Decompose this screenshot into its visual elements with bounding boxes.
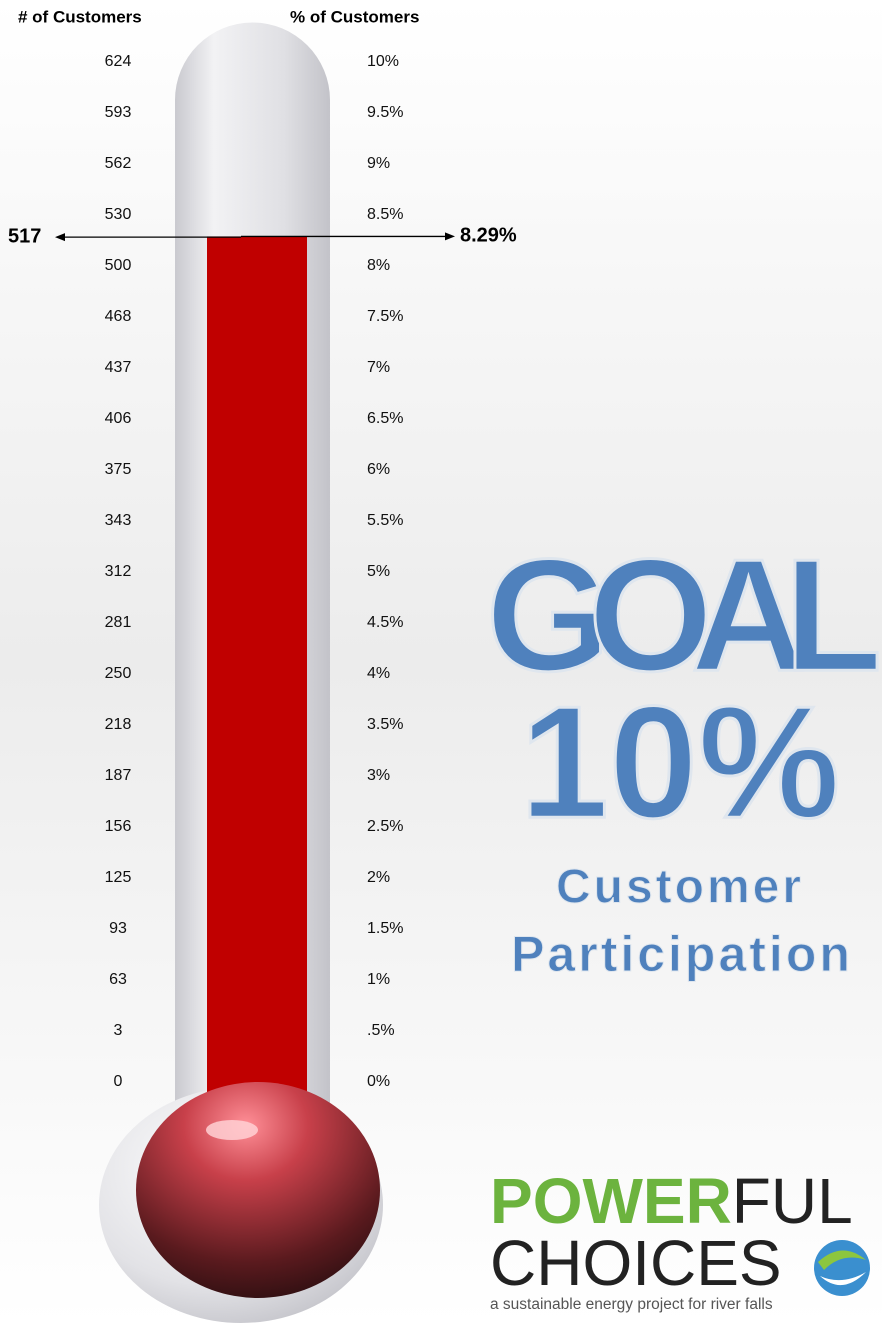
- y-tick-label: 6.5%: [367, 410, 403, 427]
- y2-tick-label: 125: [105, 869, 132, 886]
- y-tick-label: 5.5%: [367, 512, 403, 529]
- y2-axis-title: # of Customers: [18, 7, 142, 26]
- bulb: [136, 1082, 380, 1298]
- y2-tick-label: 624: [105, 53, 132, 70]
- y-tick-label: 2.5%: [367, 818, 403, 835]
- logo-choices: CHOICES: [490, 1227, 782, 1299]
- y-tick-label: 1.5%: [367, 920, 403, 937]
- value-label: 8.29%: [460, 225, 517, 247]
- y-tick-label: 3.5%: [367, 716, 403, 733]
- y-tick-label: 2%: [367, 869, 390, 886]
- count-label: 517: [8, 225, 41, 247]
- y2-tick-label: 530: [105, 206, 132, 223]
- y-tick-label: 7.5%: [367, 308, 403, 325]
- y2-tick-label: 468: [105, 308, 132, 325]
- y-tick-label: 0%: [367, 1073, 390, 1090]
- y-tick-label: 10%: [367, 53, 399, 70]
- y-tick-label: 9%: [367, 155, 390, 172]
- y2-tick-label: 3: [114, 1022, 123, 1039]
- y-tick-label: 5%: [367, 563, 390, 580]
- y2-tick-label: 0: [114, 1073, 123, 1090]
- y2-tick-label: 187: [105, 767, 132, 784]
- y2-tick-label: 562: [105, 155, 132, 172]
- y-tick-label: .5%: [367, 1022, 395, 1039]
- y-tick-label: 3%: [367, 767, 390, 784]
- y-tick-label: 8%: [367, 257, 390, 274]
- y2-tick-label: 312: [105, 563, 132, 580]
- y-tick-label: 6%: [367, 461, 390, 478]
- y2-tick-label: 281: [105, 614, 132, 631]
- y2-tick-label: 218: [105, 716, 132, 733]
- bulb-highlight: [206, 1120, 258, 1140]
- chart: # of Customers % of Customers GOAL 10% C…: [0, 0, 882, 1324]
- y-tick-label: 4.5%: [367, 614, 403, 631]
- y-tick-label: 4%: [367, 665, 390, 682]
- y-tick-label: 1%: [367, 971, 390, 988]
- y2-tick-label: 63: [109, 971, 127, 988]
- goal-line1: Customer: [556, 861, 804, 914]
- y2-tick-label: 593: [105, 104, 132, 121]
- logo-swirl: [814, 1240, 870, 1296]
- goal-line2: Participation: [511, 926, 853, 982]
- y-tick-label: 7%: [367, 359, 390, 376]
- y-axis-title: % of Customers: [290, 7, 419, 26]
- y2-tick-label: 406: [105, 410, 132, 427]
- y2-tick-label: 93: [109, 920, 127, 937]
- mercury: [207, 236, 307, 1115]
- y2-tick-label: 156: [105, 818, 132, 835]
- y2-tick-label: 375: [105, 461, 132, 478]
- goal-target: 10%: [520, 672, 840, 851]
- y2-tick-label: 250: [105, 665, 132, 682]
- y-tick-label: 8.5%: [367, 206, 403, 223]
- y2-tick-label: 500: [105, 257, 132, 274]
- logo-tagline: a sustainable energy project for river f…: [490, 1296, 773, 1313]
- y2-tick-label: 437: [105, 359, 132, 376]
- y2-tick-label: 343: [105, 512, 132, 529]
- y-tick-label: 9.5%: [367, 104, 403, 121]
